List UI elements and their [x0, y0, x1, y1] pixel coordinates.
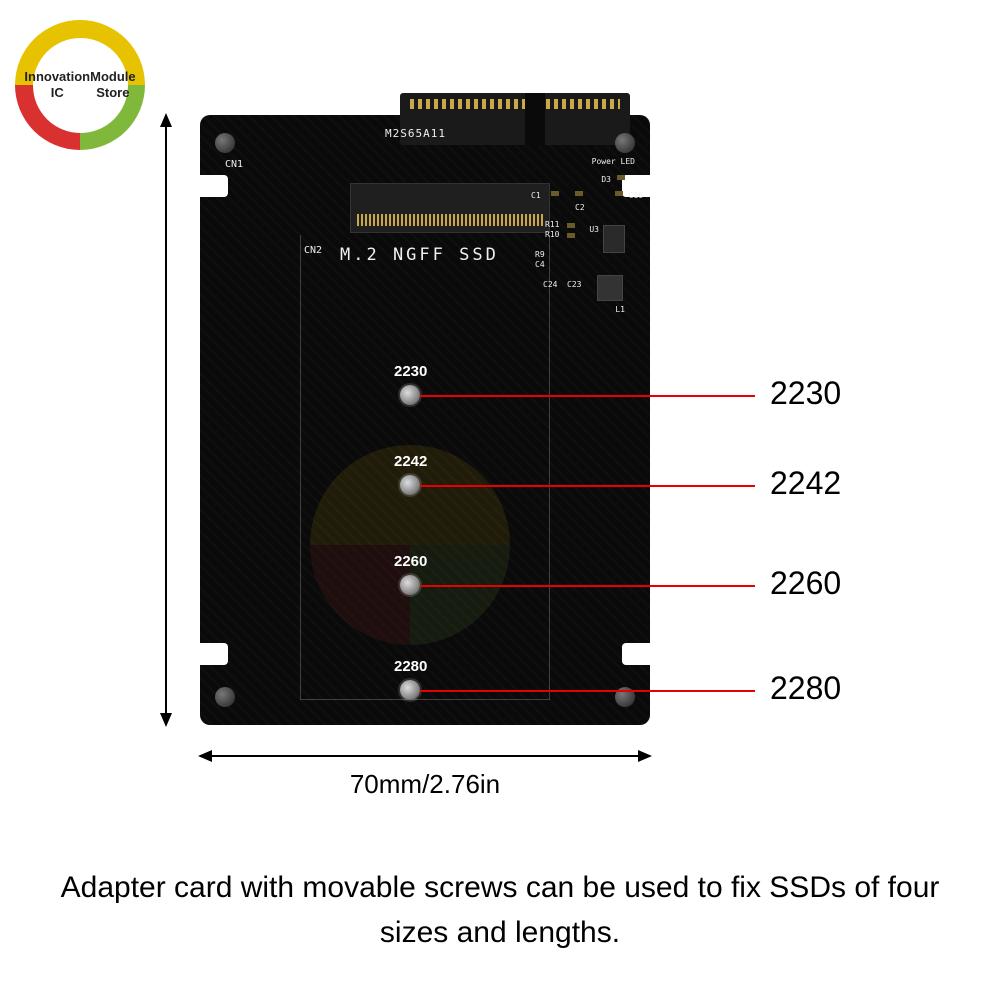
smd-icon — [567, 233, 575, 238]
mount-point-2260: 2260 — [400, 575, 420, 595]
callout-line — [420, 485, 755, 487]
callout-label: 2230 — [770, 375, 841, 412]
callout-label: 2242 — [770, 465, 841, 502]
sata-pins — [410, 99, 620, 109]
mount-point-2230: 2230 — [400, 385, 420, 405]
m2-pins — [357, 214, 543, 226]
silk-ref: U3 — [589, 225, 599, 234]
mount-point-2280: 2280 — [400, 680, 420, 700]
silk-ref: C1 — [531, 191, 541, 200]
smd-icon — [615, 191, 623, 196]
mount-hole-icon — [400, 385, 420, 405]
smd-icon — [567, 223, 575, 228]
brand-logo-ring: Innovation IC Module Store — [15, 20, 145, 150]
callout-line — [420, 585, 755, 587]
brand-logo-text: Innovation IC Module Store — [33, 38, 128, 133]
width-label: 70mm/2.76in — [200, 769, 650, 800]
mount-point-2242: 2242 — [400, 475, 420, 495]
silk-cn1: CN1 — [225, 159, 243, 170]
corner-screw-icon — [215, 687, 235, 707]
logo-line2: Module Store — [90, 69, 136, 100]
silk-ref: C2 — [575, 203, 585, 212]
callout-label: 2260 — [770, 565, 841, 602]
mount-hole-icon — [400, 680, 420, 700]
logo-line1: Innovation IC — [24, 69, 90, 100]
callout-label: 2280 — [770, 670, 841, 707]
mount-notch-icon — [194, 643, 228, 665]
mount-label: 2230 — [394, 363, 427, 380]
mount-hole-icon — [400, 575, 420, 595]
brand-logo: Innovation IC Module Store — [15, 20, 145, 150]
silk-ref: L1 — [615, 305, 625, 314]
mount-notch-icon — [622, 643, 656, 665]
caption-text: Adapter card with movable screws can be … — [0, 865, 1000, 955]
corner-screw-icon — [215, 133, 235, 153]
component-cluster: Power LED D3 C1 C2 C16 R11 R10 R9 C4 U3 … — [545, 175, 625, 325]
height-dimension: 100mm/3.94in — [165, 115, 167, 725]
silk-ref: C23 — [567, 280, 581, 289]
mount-label: 2242 — [394, 453, 427, 470]
callout-line — [420, 395, 755, 397]
silk-ref: R11 — [545, 220, 559, 229]
silk-ref: D3 — [601, 175, 611, 184]
sata-gap — [525, 93, 545, 145]
height-arrow — [165, 115, 167, 725]
silk-ref: C16 — [629, 191, 643, 200]
pcb-board: M2S65A11 CN1 CN2 M.2 NGFF SSD Power LED … — [200, 115, 650, 725]
ic-chip-icon — [603, 225, 625, 253]
smd-icon — [551, 191, 559, 196]
mount-hole-icon — [400, 475, 420, 495]
smd-icon — [617, 175, 625, 180]
mount-label: 2260 — [394, 553, 427, 570]
m2-connector — [350, 183, 550, 233]
mount-label: 2280 — [394, 658, 427, 675]
corner-screw-icon — [615, 133, 635, 153]
ic-chip-icon — [597, 275, 623, 301]
width-arrow — [200, 755, 650, 757]
silk-board-id: M2S65A11 — [385, 127, 446, 140]
width-dimension: 70mm/2.76in — [200, 755, 650, 800]
mount-notch-icon — [194, 175, 228, 197]
silk-power-led: Power LED — [592, 157, 635, 166]
smd-icon — [575, 191, 583, 196]
callout-line — [420, 690, 755, 692]
